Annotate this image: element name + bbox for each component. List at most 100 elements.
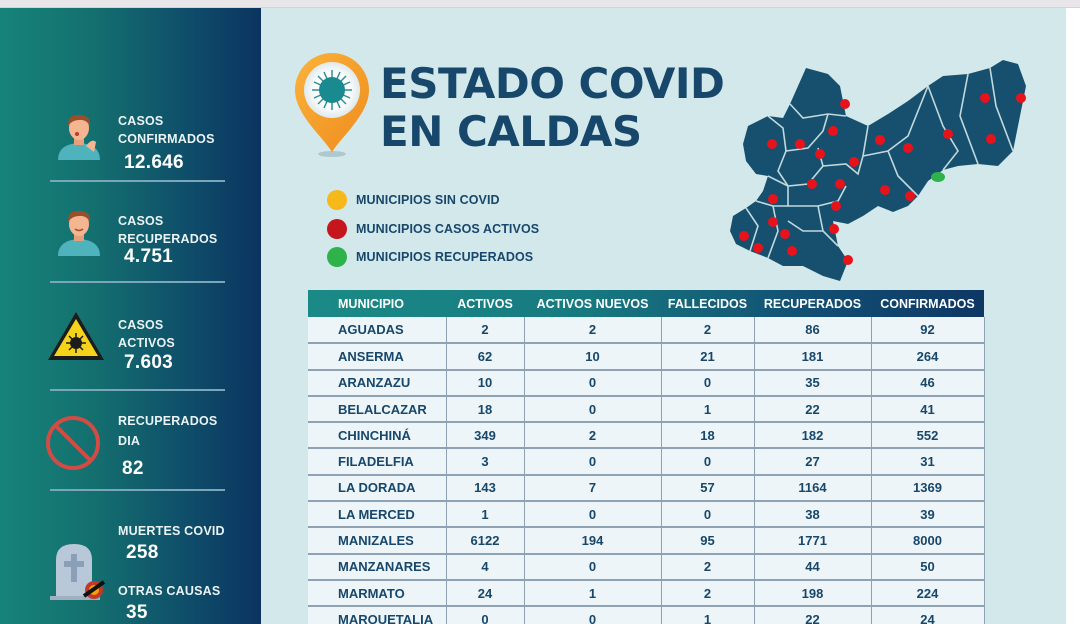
cell-municipio: FILADELFIA xyxy=(308,448,446,476)
cell-recuperados: 1164 xyxy=(753,474,871,503)
cell-confirmados: 31 xyxy=(870,448,985,476)
cell-activos-nuevos: 2 xyxy=(523,317,661,345)
table-row: LA DORADA 143 7 57 1164 1369 xyxy=(308,474,985,503)
cell-activos-nuevos: 0 xyxy=(523,553,661,581)
cell-activos-nuevos: 0 xyxy=(523,369,661,397)
cell-activos: 349 xyxy=(445,422,524,450)
cell-activos-nuevos: 2 xyxy=(523,422,661,450)
cell-fallecidos: 0 xyxy=(660,448,754,476)
page-title: ESTADO COVID EN CALDAS xyxy=(380,59,725,156)
table-row: AGUADAS 2 2 2 86 92 xyxy=(308,317,985,345)
stat-value: 12.646 xyxy=(124,152,184,173)
table-header-row: MUNICIPIO ACTIVOS ACTIVOS NUEVOS FALLECI… xyxy=(308,290,984,317)
stat-label: RECUPERADOS DIA xyxy=(118,414,218,448)
divider xyxy=(50,180,225,182)
yellow-dot-icon xyxy=(327,190,347,211)
cell-confirmados: 92 xyxy=(870,317,985,345)
column-header-activos-nuevos: ACTIVOS NUEVOS xyxy=(536,296,649,311)
cell-recuperados: 22 xyxy=(753,606,871,624)
red-dot-icon xyxy=(327,218,347,239)
green-dot-icon xyxy=(327,247,347,268)
column-header-fallecidos: FALLECIDOS xyxy=(667,296,748,311)
cell-activos: 24 xyxy=(445,579,524,608)
cell-municipio: MARMATO xyxy=(308,579,446,608)
location-pin-virus-icon xyxy=(295,53,369,157)
table-row: MANIZALES 6122 194 95 1771 8000 xyxy=(308,527,985,555)
cell-activos: 6122 xyxy=(445,527,524,555)
legend-item-no-covid: MUNICIPIOS SIN COVID xyxy=(327,186,539,215)
stat-value: 7.603 xyxy=(124,352,174,373)
cell-activos: 1 xyxy=(445,501,524,529)
divider xyxy=(50,281,225,283)
stats-sidebar: CASOS CONFIRMADOS 12.646 CASOS RECUPERAD… xyxy=(0,8,261,624)
table-row: BELALCAZAR 18 0 1 22 41 xyxy=(308,395,985,424)
cell-municipio: MARQUETALIA xyxy=(308,606,446,624)
cell-activos: 0 xyxy=(445,606,524,624)
cell-fallecidos: 57 xyxy=(660,474,754,503)
cell-fallecidos: 2 xyxy=(660,579,754,608)
cell-confirmados: 552 xyxy=(870,422,985,450)
stat-label: CASOS RECUPERADOS xyxy=(118,214,218,246)
cell-municipio: MANIZALES xyxy=(308,527,446,555)
cell-confirmados: 264 xyxy=(870,343,985,371)
cell-fallecidos: 18 xyxy=(660,422,754,450)
cell-activos-nuevos: 7 xyxy=(523,474,661,503)
column-header-recuperados: RECUPERADOS xyxy=(763,296,862,311)
cell-activos: 143 xyxy=(445,474,524,503)
cell-recuperados: 22 xyxy=(753,395,871,424)
cell-municipio: ANSERMA xyxy=(308,343,446,371)
cell-activos-nuevos: 10 xyxy=(523,343,661,371)
stat-value: 4.751 xyxy=(124,246,174,267)
column-header-municipio: MUNICIPIO xyxy=(338,296,404,311)
cell-fallecidos: 21 xyxy=(660,343,754,371)
prohibited-icon xyxy=(46,416,100,470)
table-row: MARMATO 24 1 2 198 224 xyxy=(308,579,985,608)
municipality-table: MUNICIPIO ACTIVOS ACTIVOS NUEVOS FALLECI… xyxy=(308,290,985,624)
cell-recuperados: 198 xyxy=(753,579,871,608)
stat-label: MUERTES COVID xyxy=(118,524,225,538)
cell-confirmados: 24 xyxy=(870,606,985,624)
divider xyxy=(50,489,225,491)
cell-recuperados: 38 xyxy=(753,501,871,529)
browser-top-bar xyxy=(0,0,1080,8)
stat-label-other-causes: OTRAS CAUSAS xyxy=(118,584,221,598)
table-row: ARANZAZU 10 0 0 35 46 xyxy=(308,369,985,397)
coughing-person-icon xyxy=(58,114,100,160)
cell-confirmados: 224 xyxy=(870,579,985,608)
cell-activos: 3 xyxy=(445,448,524,476)
table-row: LA MERCED 1 0 0 38 39 xyxy=(308,501,985,529)
cell-fallecidos: 0 xyxy=(660,369,754,397)
legend-item-recovered: MUNICIPIOS RECUPERADOS xyxy=(327,243,539,272)
stat-value-other-causes: 35 xyxy=(126,602,148,623)
cell-activos-nuevos: 194 xyxy=(523,527,661,555)
cell-recuperados: 27 xyxy=(753,448,871,476)
table-row: MANZANARES 4 0 2 44 50 xyxy=(308,553,985,581)
cell-municipio: BELALCAZAR xyxy=(308,395,446,424)
infographic: CASOS CONFIRMADOS 12.646 CASOS RECUPERAD… xyxy=(0,8,1066,624)
column-header-activos: ACTIVOS xyxy=(457,296,513,311)
cell-recuperados: 1771 xyxy=(753,527,871,555)
cell-activos: 62 xyxy=(445,343,524,371)
stat-label: CASOS ACTIVOS xyxy=(118,318,175,350)
cell-confirmados: 50 xyxy=(870,553,985,581)
cell-fallecidos: 1 xyxy=(660,606,754,624)
column-header-confirmados: CONFIRMADOS xyxy=(880,296,975,311)
cell-confirmados: 8000 xyxy=(870,527,985,555)
cell-recuperados: 44 xyxy=(753,553,871,581)
healthy-person-icon xyxy=(58,210,100,256)
cell-municipio: ARANZAZU xyxy=(308,369,446,397)
stat-value: 82 xyxy=(122,458,144,479)
cell-fallecidos: 1 xyxy=(660,395,754,424)
cell-municipio: LA MERCED xyxy=(308,501,446,529)
stat-value: 258 xyxy=(126,542,159,563)
cell-recuperados: 86 xyxy=(753,317,871,345)
cell-activos-nuevos: 0 xyxy=(523,448,661,476)
table-row: CHINCHINÁ 349 2 18 182 552 xyxy=(308,422,985,450)
cell-recuperados: 35 xyxy=(753,369,871,397)
cell-fallecidos: 2 xyxy=(660,317,754,345)
cell-confirmados: 46 xyxy=(870,369,985,397)
cell-activos-nuevos: 1 xyxy=(523,579,661,608)
biohazard-warning-icon xyxy=(48,312,104,360)
cell-activos: 2 xyxy=(445,317,524,345)
caldas-map xyxy=(730,60,1026,281)
